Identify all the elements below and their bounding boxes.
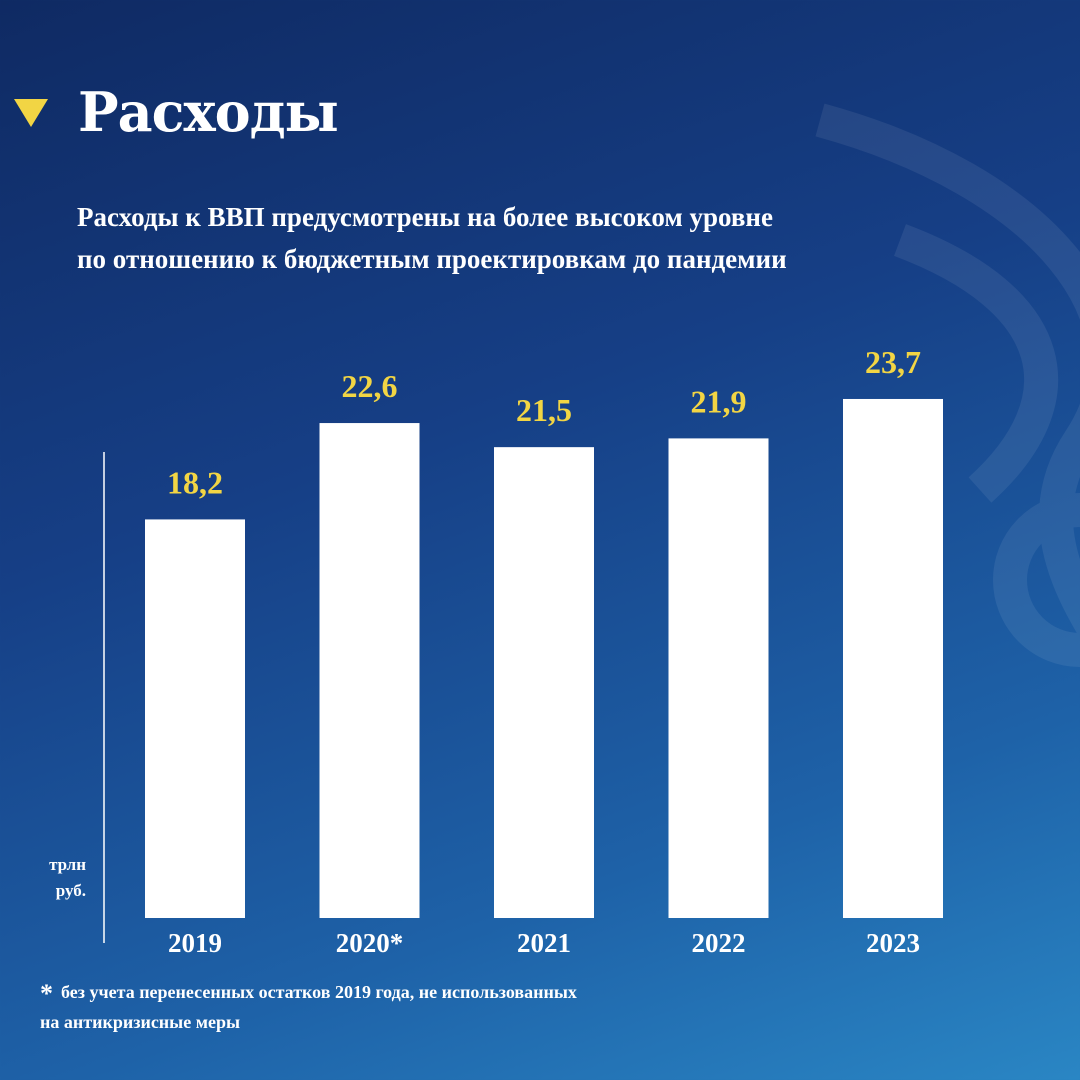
bar-2020 — [319, 423, 420, 918]
title-row: Расходы — [14, 80, 339, 144]
subtitle-line: по отношению к бюджетным проектировкам д… — [77, 244, 787, 274]
footnote-line: на антикризисные меры — [40, 1012, 241, 1032]
chart-subtitle: Расходы к ВВП предусмотрены на более выс… — [77, 196, 1037, 280]
x-tick-label: 2019 — [168, 928, 222, 958]
value-label: 21,5 — [516, 392, 572, 428]
footnote-line: * без учета перенесенных остатков 2019 го… — [40, 978, 800, 1008]
unit-line: трлн — [49, 855, 86, 874]
bar-2023 — [843, 398, 943, 919]
value-label: 18,2 — [167, 464, 223, 500]
bar-2019 — [145, 519, 245, 918]
footnote-text: без учета перенесенных остатков 2019 год… — [61, 982, 577, 1002]
bar-2021 — [494, 447, 594, 918]
footnote-marker: * — [40, 979, 53, 1008]
page-title: Расходы — [78, 80, 339, 144]
x-tick-label: 2022 — [692, 928, 746, 958]
x-tick-label: 2023 — [866, 928, 920, 958]
x-tick-label: 2020* — [336, 928, 404, 958]
x-tick-label: 2021 — [517, 928, 571, 958]
value-label: 23,7 — [865, 344, 921, 380]
footnote: * без учета перенесенных остатков 2019 го… — [40, 978, 800, 1036]
unit-label: трлн руб. — [36, 852, 86, 904]
value-label: 22,6 — [342, 368, 398, 404]
triangle-down-icon — [14, 99, 48, 127]
value-label: 21,9 — [691, 383, 747, 419]
bar-2022 — [668, 438, 769, 918]
subtitle-line: Расходы к ВВП предусмотрены на более выс… — [77, 202, 773, 232]
unit-line: руб. — [55, 881, 86, 900]
